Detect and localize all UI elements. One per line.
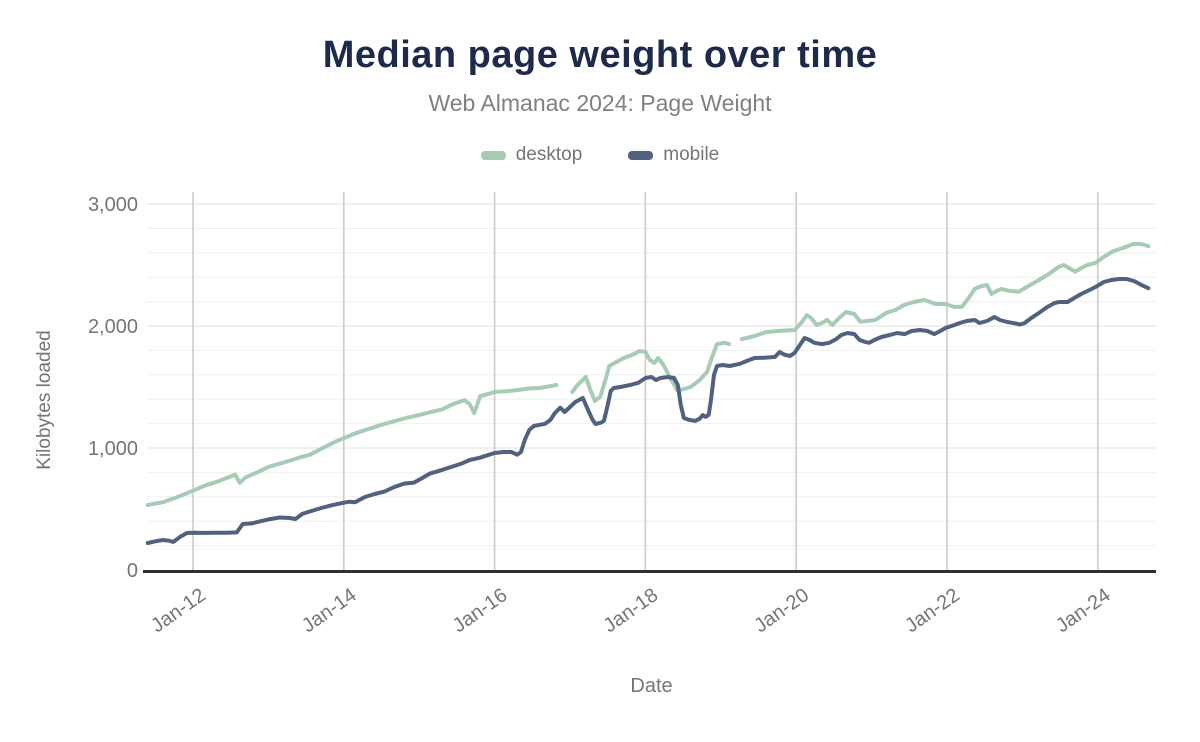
x-tick-label: Jan-22 [901, 584, 964, 637]
y-tick-label: 0 [127, 560, 138, 582]
desktop-series-line [145, 242, 1151, 507]
legend-item-desktop[interactable]: desktop [480, 144, 583, 166]
mobile-series-line [145, 277, 1151, 545]
x-axis-title: Date [630, 675, 672, 697]
y-tick-label: 1,000 [88, 438, 138, 460]
y-axis-title: Kilobytes loaded [34, 330, 55, 469]
desktop-series-swatch [480, 150, 506, 160]
chart-title: Median page weight over time [322, 34, 878, 76]
x-tick-label: Jan-18 [600, 584, 663, 637]
y-tick-label: 3,000 [88, 194, 138, 216]
x-tick-label: Jan-16 [449, 584, 512, 637]
x-tick-label: Jan-24 [1052, 584, 1115, 637]
legend-label-desktop: desktop [515, 144, 583, 165]
x-tick-label: Jan-20 [750, 584, 813, 637]
chart-legend: desktop mobile [0, 144, 1200, 166]
x-tick-label: Jan-14 [298, 584, 361, 637]
mobile-series-swatch [628, 150, 654, 160]
y-tick-label: 2,000 [88, 316, 138, 338]
chart-subtitle: Web Almanac 2024: Page Weight [428, 90, 772, 116]
legend-label-mobile: mobile [663, 144, 720, 165]
legend-item-mobile[interactable]: mobile [628, 144, 719, 166]
x-tick-label: Jan-12 [147, 584, 210, 637]
